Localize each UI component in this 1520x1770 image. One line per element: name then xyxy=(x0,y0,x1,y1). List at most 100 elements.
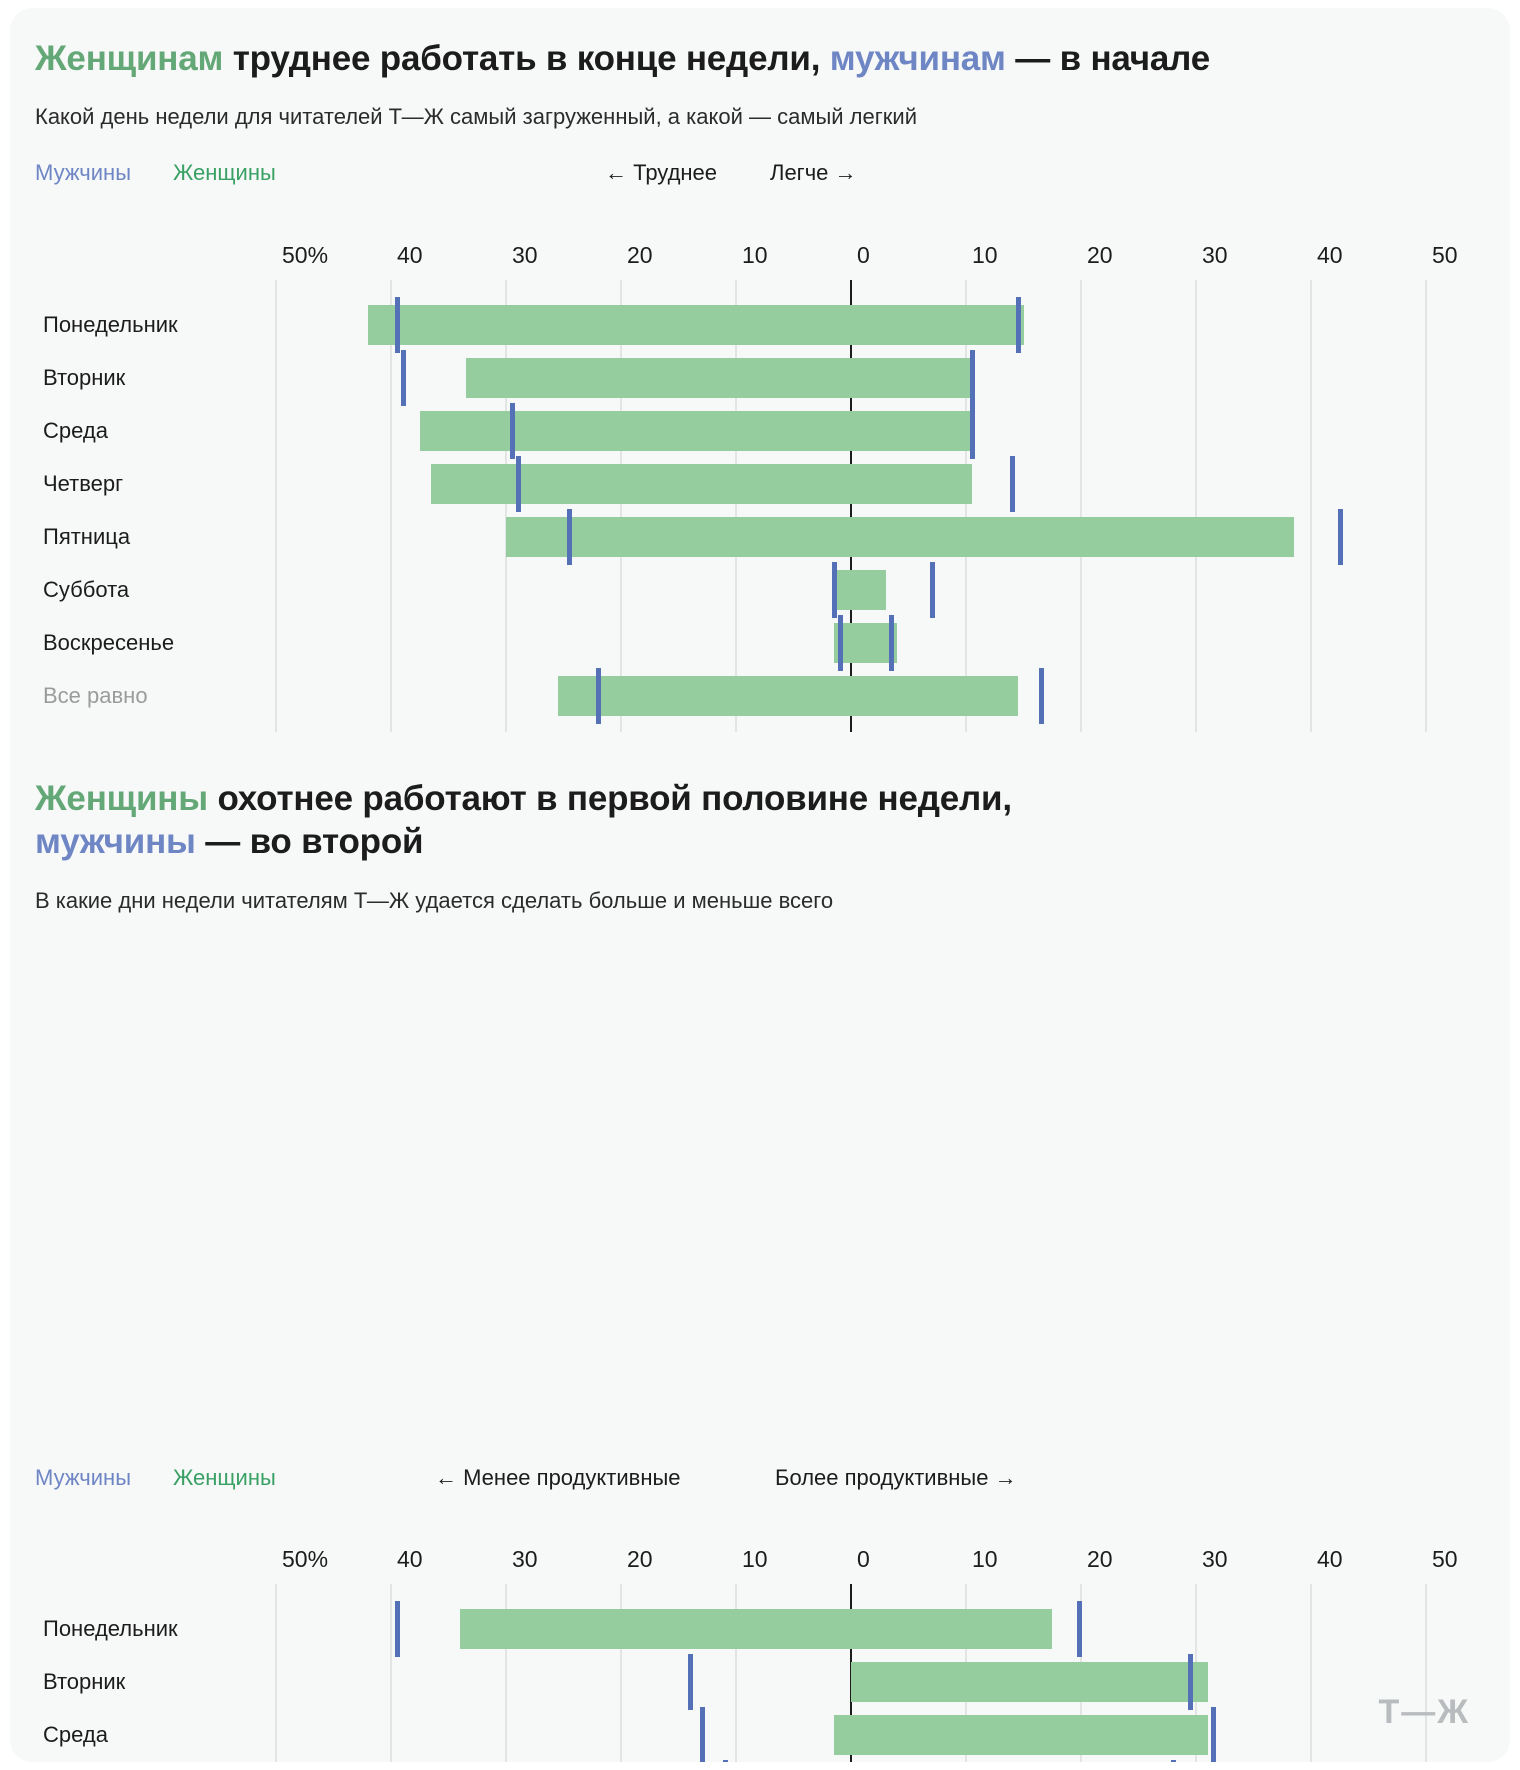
men-marker-left xyxy=(831,562,837,618)
gridline xyxy=(390,280,392,732)
chart-2-plot: 50% 40 30 20 10 0 10 20 30 40 50 Понедельник Вторник… xyxy=(10,1546,1510,1762)
women-range-bar xyxy=(851,1662,1208,1702)
category-label: Четверг xyxy=(43,471,124,496)
men-marker-left xyxy=(596,668,601,724)
men-marker-left xyxy=(699,1707,705,1762)
men-marker-right xyxy=(969,350,975,406)
x-tick-label: 30 xyxy=(1202,242,1228,268)
men-marker-right xyxy=(1188,1654,1194,1710)
x-tick-label: 10 xyxy=(742,242,768,268)
legend-men-label-2: Мужчины xyxy=(35,1465,132,1490)
tj-logo: Т—Ж xyxy=(1378,1693,1470,1731)
x-tick-label: 50% xyxy=(282,1546,329,1572)
chart-2-subtitle: В какие дни недели читателям Т—Ж удается… xyxy=(35,888,834,914)
x-tick-label: 40 xyxy=(397,1546,423,1572)
infographic-card: Женщинам труднее работать в конце недели… xyxy=(10,8,1510,1762)
gridline xyxy=(1080,280,1082,732)
women-range-bar xyxy=(557,676,1018,716)
women-range-bar xyxy=(431,464,972,504)
category-label: Суббота xyxy=(43,577,130,602)
x-tick-label: 30 xyxy=(1202,1546,1228,1572)
men-marker-right xyxy=(1015,297,1021,353)
chart-2-title-part-3: мужчины xyxy=(35,821,196,861)
category-label: Понедельник xyxy=(43,312,178,337)
chart-block-2: Женщины охотнее работают в первой полови… xyxy=(10,778,1510,916)
category-label: Пятница xyxy=(43,524,131,549)
gridline xyxy=(620,280,622,732)
x-tick-label: 20 xyxy=(1087,1546,1113,1572)
chart-1-plot: 50% 40 30 20 10 0 10 20 30 40 50 Понедельник Вторник… xyxy=(10,242,1510,732)
x-tick-label: 20 xyxy=(1087,242,1113,268)
chart-2-legend: Мужчины Женщины ← Менее продуктивные Бол… xyxy=(10,1465,1510,1499)
chart-1-title: Женщинам труднее работать в конце недели… xyxy=(10,38,1510,81)
men-marker-right xyxy=(969,403,975,459)
legend-men-label-1: Мужчины xyxy=(35,160,132,185)
category-label: Понедельник xyxy=(43,1616,178,1641)
chart-1-title-part-2: труднее работать в конце недели, xyxy=(223,39,830,78)
gridline xyxy=(620,1584,622,1762)
men-marker-left xyxy=(837,615,843,671)
x-tick-label: 40 xyxy=(1317,242,1343,268)
axis-area: 50% 40 30 20 10 0 10 20 30 40 50 xyxy=(10,1546,1510,1762)
legend-women-label-2: Женщины xyxy=(173,1465,276,1490)
x-tick-label: 10 xyxy=(972,1546,998,1572)
gridline xyxy=(1425,1584,1427,1762)
x-tick-label: 50 xyxy=(1432,242,1458,268)
x-tick-label: 10 xyxy=(742,1546,768,1572)
men-marker-right xyxy=(1337,509,1343,565)
chart-1-title-part-3: мужчинам xyxy=(829,39,1006,78)
chart-2-title-part-2: охотнее работают в первой половине недел… xyxy=(207,779,1012,818)
direction-left-label-1: ← Труднее xyxy=(605,160,718,185)
category-label: Вторник xyxy=(43,365,126,390)
gridline xyxy=(390,1584,392,1762)
x-tick-label: 20 xyxy=(627,242,653,268)
chart-1-subtitle: Какой день недели для читателей Т—Ж самы… xyxy=(35,103,917,129)
category-label: Среда xyxy=(43,1722,108,1747)
women-range-bar xyxy=(833,1715,1208,1755)
x-tick-label: 50 xyxy=(1432,1546,1458,1572)
gridline xyxy=(965,280,967,732)
men-marker-right xyxy=(1211,1707,1217,1762)
chart-1-title-part-1: Женщинам xyxy=(35,39,224,78)
chart-block-1: Женщинам труднее работать в конце недели… xyxy=(10,38,1510,131)
men-marker-right xyxy=(1038,668,1044,724)
x-tick-label: 10 xyxy=(972,242,998,268)
gridline xyxy=(505,280,507,732)
direction-right-label-1: Легче → xyxy=(770,160,857,185)
category-label: Все равно xyxy=(43,683,148,708)
men-marker-left xyxy=(509,403,515,459)
category-label: Вторник xyxy=(43,1669,126,1694)
men-marker-right xyxy=(1076,1601,1082,1657)
gridline xyxy=(1425,280,1427,732)
category-label: Воскресенье xyxy=(43,630,175,655)
direction-left-label-2: ← Менее продуктивные xyxy=(435,1465,681,1490)
category-label: Среда xyxy=(43,418,108,443)
women-range-bar xyxy=(833,570,886,610)
men-marker-right xyxy=(889,615,895,671)
x-tick-label: 50% xyxy=(282,242,329,268)
men-marker-left xyxy=(688,1654,693,1710)
axis-area: 50% 40 30 20 10 0 10 20 30 40 50 xyxy=(10,242,1510,732)
women-range-bar xyxy=(465,358,972,398)
x-tick-label: 20 xyxy=(627,1546,653,1572)
gridline xyxy=(275,280,277,732)
women-range-bar xyxy=(368,305,1024,345)
legend-women-label-1: Женщины xyxy=(173,160,276,185)
women-range-bar xyxy=(833,623,897,663)
gridline xyxy=(735,280,737,732)
gridline xyxy=(735,1584,737,1762)
men-marker-right xyxy=(929,562,935,618)
x-tick-label: 30 xyxy=(512,1546,538,1572)
chart-1-title-part-4: — в начале xyxy=(1005,39,1210,78)
chart-2-title-part-4: — во второй xyxy=(195,821,424,861)
men-marker-left xyxy=(567,509,573,565)
men-marker-left xyxy=(515,456,521,512)
direction-right-label-2: Более продуктивные → xyxy=(775,1465,1017,1490)
gridline xyxy=(275,1584,277,1762)
men-marker-right xyxy=(1010,456,1015,512)
men-marker-left xyxy=(394,1601,400,1657)
x-tick-label: 0 xyxy=(857,242,870,268)
gridline xyxy=(1195,280,1197,732)
men-marker-right xyxy=(1171,1760,1176,1762)
chart-2-title-part-1: Женщины xyxy=(35,779,208,818)
